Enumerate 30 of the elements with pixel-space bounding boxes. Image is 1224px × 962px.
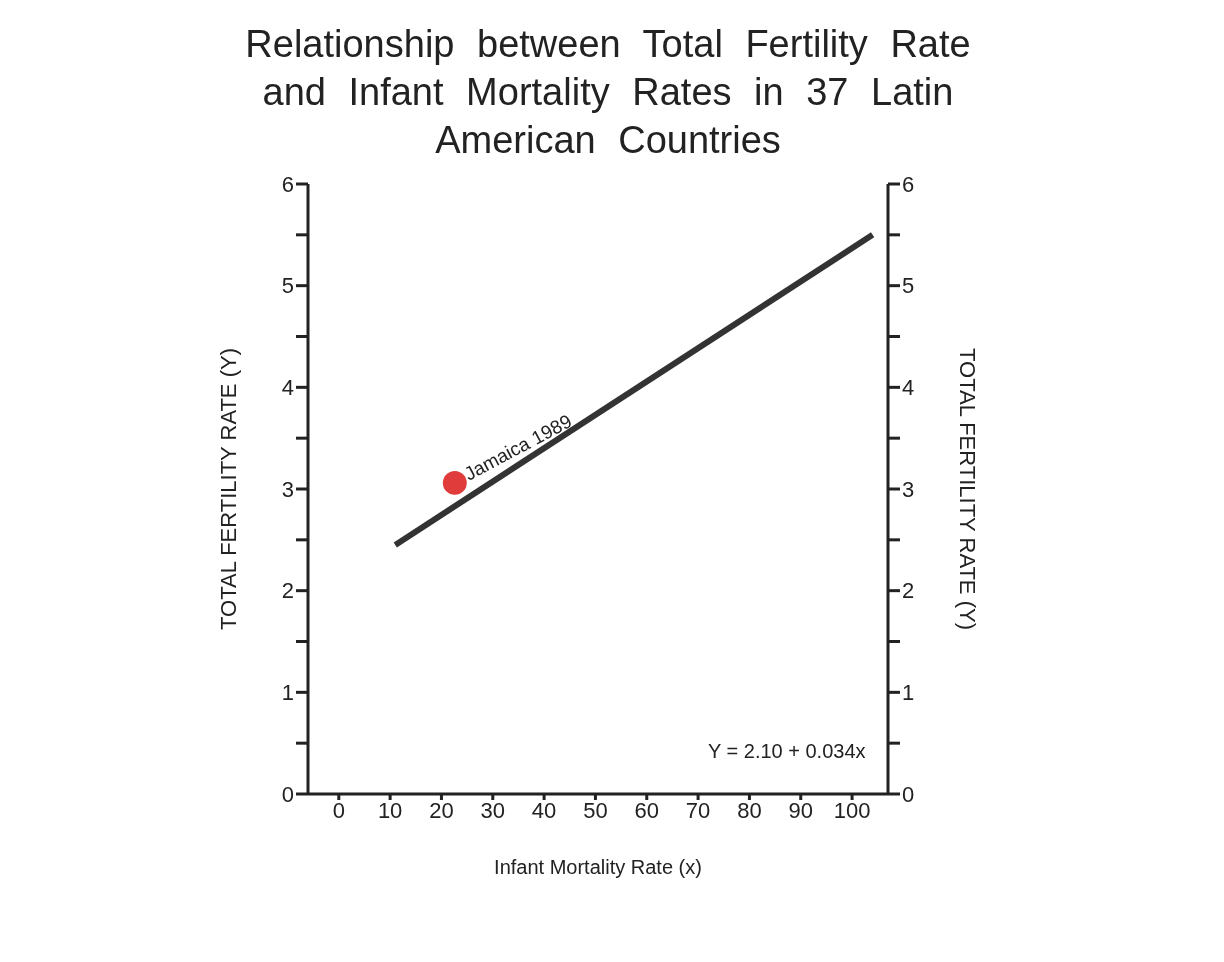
y-tick-label: 6 bbox=[281, 171, 294, 197]
y2-tick-label: 5 bbox=[902, 273, 915, 299]
y2-tick-label: 2 bbox=[902, 578, 915, 604]
y-axis-title: TOTAL FERTILITY RATE (Y) bbox=[215, 348, 241, 630]
y2-axis-title: TOTAL FERTILITY RATE (Y) bbox=[955, 348, 981, 630]
y-tick-label: 5 bbox=[281, 273, 294, 299]
x-tick-label: 70 bbox=[685, 797, 711, 823]
x-tick-label: 90 bbox=[788, 797, 813, 823]
x-tick-label: 0 bbox=[332, 797, 345, 823]
x-tick-label: 100 bbox=[833, 797, 871, 823]
x-tick-label: 30 bbox=[480, 797, 506, 823]
y2-tick-label: 3 bbox=[902, 476, 915, 502]
y2-tick-label: 6 bbox=[902, 171, 915, 197]
y2-tick-label: 4 bbox=[902, 375, 915, 401]
x-tick-label: 20 bbox=[429, 797, 454, 823]
y-tick-label: 4 bbox=[281, 375, 294, 401]
x-tick-label: 10 bbox=[377, 797, 403, 823]
y2-tick-label: 0 bbox=[902, 781, 915, 807]
y-tick-label: 0 bbox=[281, 781, 294, 807]
x-tick-label: 80 bbox=[737, 797, 762, 823]
x-axis-title: Infant Mortality Rate (x) bbox=[494, 856, 702, 878]
annotation: Y = 2.10 + 0.034x bbox=[708, 740, 866, 763]
y2-tick-label: 1 bbox=[902, 680, 915, 706]
y-tick-label: 3 bbox=[281, 476, 294, 502]
x-tick-label: 50 bbox=[583, 797, 608, 823]
chart-title: Relationship between Total Fertility Rate and Infant Mortality Rates in 37 Latin American Countries bbox=[244, 22, 972, 163]
y-tick-label: 2 bbox=[281, 578, 294, 604]
x-tick-label: 60 bbox=[634, 797, 659, 823]
x-tick-label: 40 bbox=[531, 797, 557, 823]
y-tick-label: 1 bbox=[281, 680, 294, 706]
